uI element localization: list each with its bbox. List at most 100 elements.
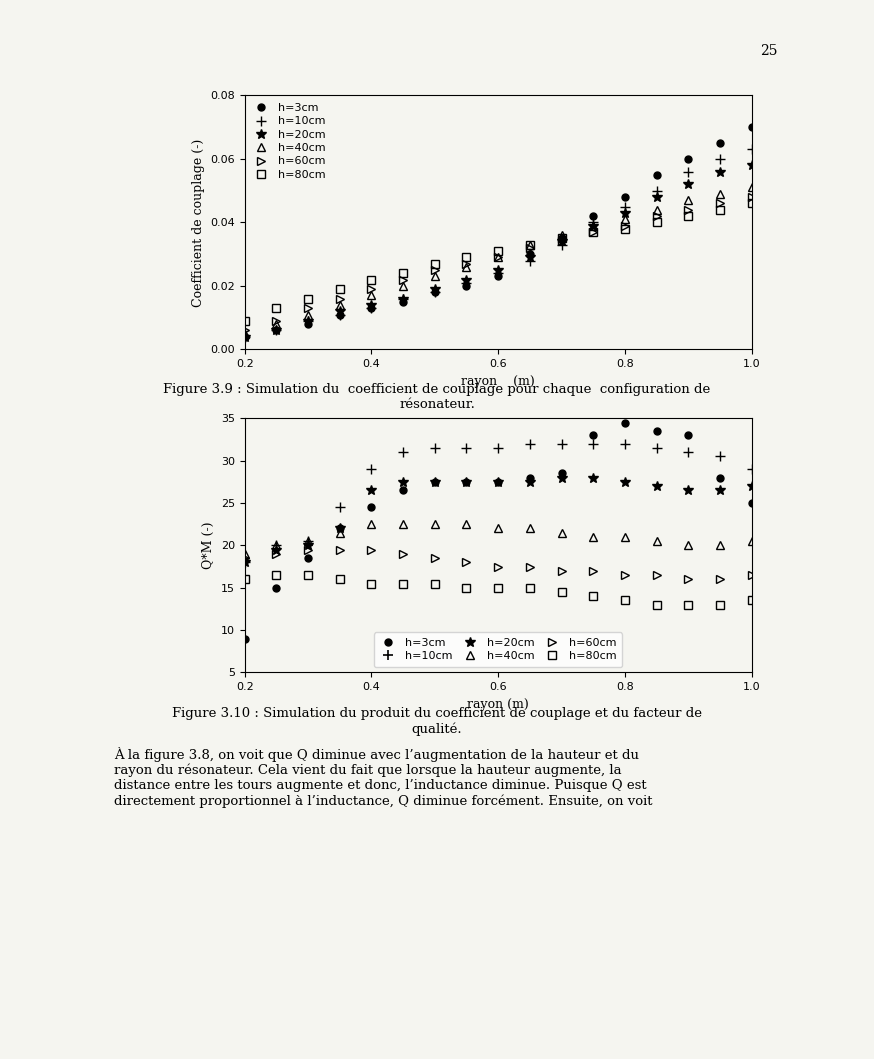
- h=60cm: [651, 569, 662, 581]
- h=40cm: [620, 531, 630, 543]
- h=80cm: [620, 594, 630, 607]
- h=20cm: [366, 299, 377, 311]
- h=10cm: [366, 463, 377, 475]
- h=20cm: [651, 480, 662, 492]
- h=40cm: [239, 327, 250, 340]
- h=60cm: [271, 548, 281, 560]
- h=20cm: [303, 315, 314, 327]
- h=80cm: [620, 222, 630, 235]
- h=80cm: [303, 569, 314, 581]
- h=3cm: [651, 168, 662, 181]
- h=60cm: [556, 564, 566, 577]
- h=40cm: [271, 318, 281, 330]
- h=10cm: [461, 442, 472, 454]
- h=60cm: [524, 241, 535, 254]
- h=10cm: [556, 238, 566, 251]
- h=20cm: [683, 484, 694, 497]
- Line: h=60cm: h=60cm: [240, 545, 756, 584]
- Text: Figure 3.10 : Simulation du produit du coefficient de couplage et du facteur de
: Figure 3.10 : Simulation du produit du c…: [172, 707, 702, 736]
- h=10cm: [271, 539, 281, 552]
- h=80cm: [461, 251, 472, 264]
- h=20cm: [493, 475, 503, 488]
- h=80cm: [430, 257, 440, 270]
- h=3cm: [303, 318, 314, 330]
- h=20cm: [715, 484, 725, 497]
- h=10cm: [588, 437, 599, 450]
- h=80cm: [398, 267, 408, 280]
- Text: 25: 25: [760, 44, 778, 58]
- h=20cm: [461, 273, 472, 286]
- h=3cm: [683, 152, 694, 165]
- h=40cm: [335, 299, 345, 311]
- h=20cm: [524, 475, 535, 488]
- h=10cm: [746, 143, 757, 156]
- h=3cm: [493, 475, 503, 488]
- h=40cm: [461, 261, 472, 273]
- h=60cm: [335, 292, 345, 305]
- h=40cm: [398, 280, 408, 292]
- h=3cm: [366, 501, 377, 514]
- h=3cm: [524, 248, 535, 261]
- h=80cm: [271, 302, 281, 315]
- h=3cm: [715, 137, 725, 149]
- h=3cm: [556, 467, 566, 480]
- h=10cm: [620, 437, 630, 450]
- h=10cm: [461, 276, 472, 289]
- h=20cm: [620, 475, 630, 488]
- h=10cm: [715, 450, 725, 463]
- h=3cm: [461, 280, 472, 292]
- h=80cm: [715, 598, 725, 611]
- h=80cm: [239, 315, 250, 327]
- h=40cm: [335, 526, 345, 539]
- h=10cm: [335, 308, 345, 321]
- h=80cm: [746, 594, 757, 607]
- h=60cm: [620, 219, 630, 232]
- h=10cm: [651, 442, 662, 454]
- h=60cm: [524, 560, 535, 573]
- h=40cm: [715, 187, 725, 200]
- Text: Figure 3.9 : Simulation du  coefficient de couplage pour chaque  configuration d: Figure 3.9 : Simulation du coefficient d…: [163, 383, 711, 411]
- h=40cm: [683, 194, 694, 207]
- h=20cm: [398, 475, 408, 488]
- h=60cm: [683, 573, 694, 586]
- h=80cm: [651, 598, 662, 611]
- h=40cm: [620, 213, 630, 226]
- h=60cm: [303, 543, 314, 556]
- h=3cm: [683, 429, 694, 442]
- h=3cm: [430, 286, 440, 299]
- h=20cm: [366, 484, 377, 497]
- h=3cm: [524, 471, 535, 484]
- h=80cm: [651, 216, 662, 229]
- Line: h=80cm: h=80cm: [240, 571, 756, 609]
- h=3cm: [430, 475, 440, 488]
- h=20cm: [430, 283, 440, 295]
- Y-axis label: Coefficient de couplage (-): Coefficient de couplage (-): [191, 139, 205, 306]
- h=3cm: [335, 522, 345, 535]
- h=10cm: [715, 152, 725, 165]
- h=20cm: [430, 475, 440, 488]
- h=3cm: [620, 416, 630, 429]
- h=3cm: [239, 632, 250, 645]
- h=40cm: [398, 518, 408, 531]
- h=40cm: [239, 548, 250, 560]
- h=20cm: [620, 207, 630, 219]
- h=40cm: [493, 522, 503, 535]
- h=40cm: [430, 518, 440, 531]
- h=40cm: [715, 539, 725, 552]
- h=80cm: [715, 203, 725, 216]
- h=40cm: [524, 238, 535, 251]
- h=80cm: [683, 210, 694, 222]
- h=80cm: [271, 569, 281, 581]
- h=10cm: [239, 330, 250, 343]
- h=40cm: [524, 522, 535, 535]
- h=20cm: [588, 219, 599, 232]
- h=10cm: [303, 535, 314, 548]
- h=60cm: [746, 191, 757, 203]
- Line: h=10cm: h=10cm: [239, 438, 757, 568]
- h=40cm: [366, 518, 377, 531]
- h=10cm: [746, 463, 757, 475]
- h=40cm: [303, 308, 314, 321]
- h=40cm: [651, 535, 662, 548]
- Text: À la figure 3.8, on voit que Q diminue avec l’augmentation de la hauteur et du
r: À la figure 3.8, on voit que Q diminue a…: [114, 747, 652, 808]
- h=40cm: [556, 229, 566, 241]
